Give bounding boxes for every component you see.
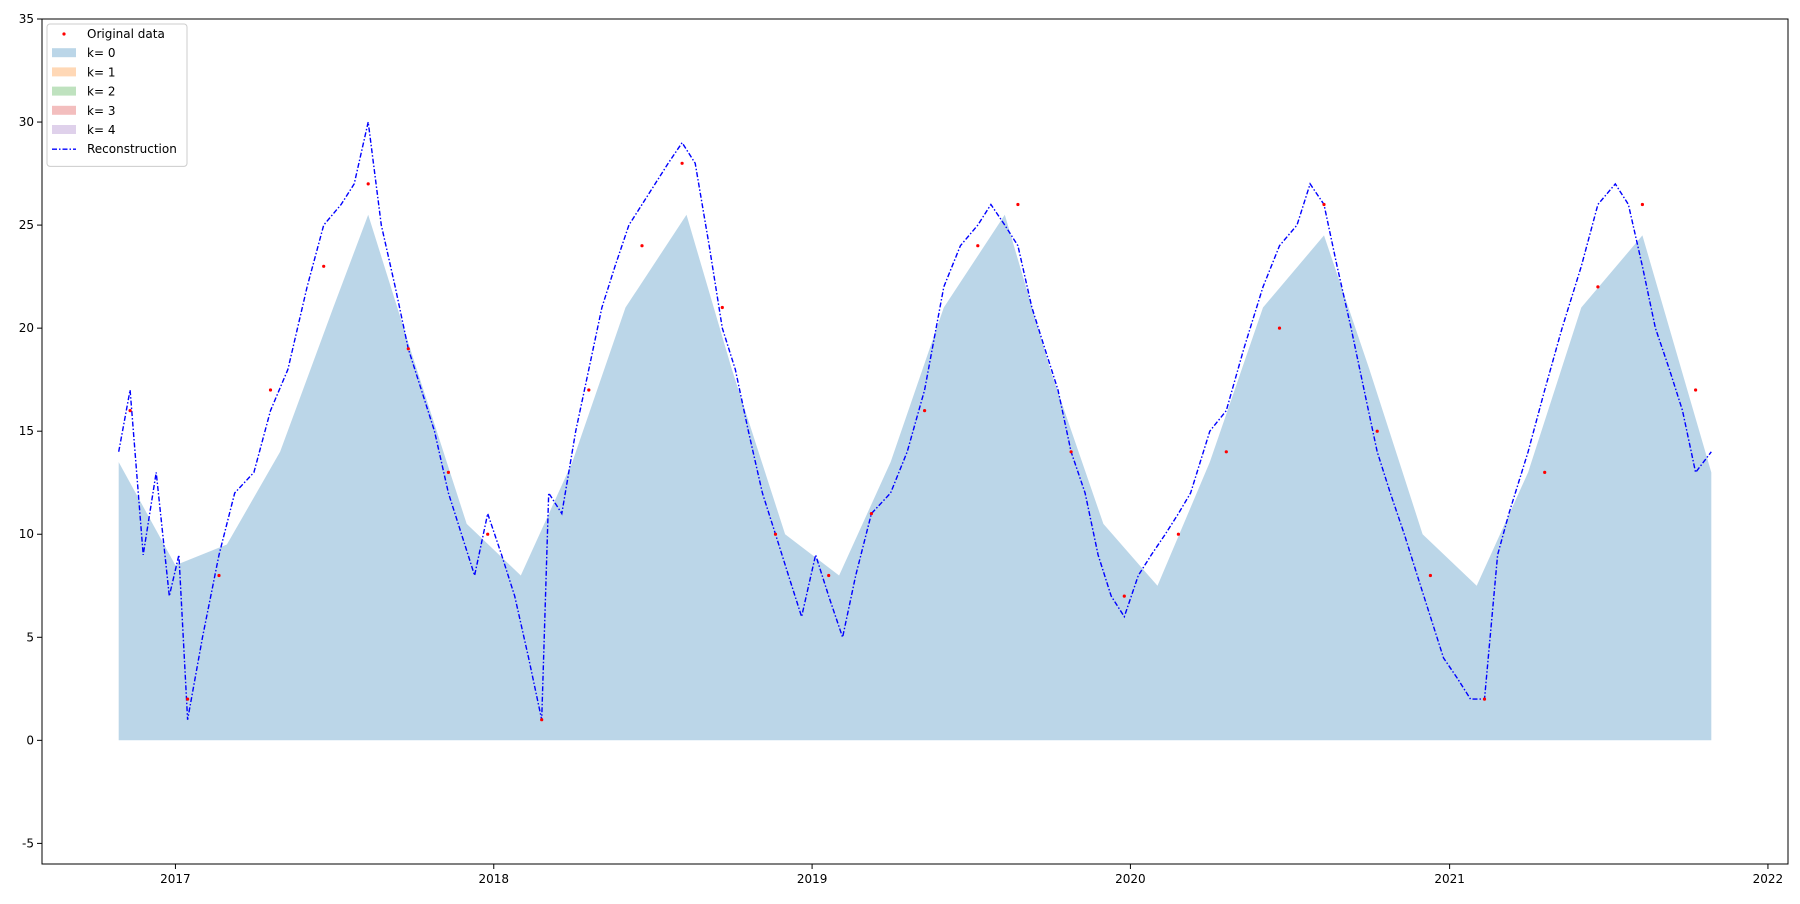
- data-point: [1016, 202, 1020, 207]
- data-point: [1640, 202, 1644, 207]
- series-reconstruction: [118, 121, 1712, 720]
- legend-label: k= 0: [87, 46, 115, 60]
- y-tick-label: 25: [19, 218, 34, 232]
- y-tick-label: 10: [19, 527, 34, 541]
- data-point: [680, 161, 684, 165]
- y-tick-label: 15: [19, 424, 34, 438]
- data-point: [1176, 532, 1180, 536]
- data-point: [486, 532, 490, 536]
- data-point: [1543, 470, 1547, 474]
- legend-swatch: [52, 86, 76, 96]
- plot-frame: [41, 18, 1789, 865]
- legend-swatch: [52, 67, 76, 77]
- data-point: [720, 305, 724, 310]
- data-point: [186, 697, 190, 701]
- data-point: [827, 573, 831, 578]
- y-tick-label: -5: [22, 836, 34, 850]
- legend-swatch: [52, 48, 76, 58]
- y-tick-label: 30: [19, 115, 34, 129]
- data-point: [446, 470, 450, 474]
- legend-label: k= 4: [87, 123, 115, 137]
- x-tick-label: 2019: [797, 872, 828, 886]
- data-point: [1694, 388, 1698, 392]
- legend-label: Reconstruction: [87, 142, 177, 156]
- legend-label: Original data: [87, 27, 165, 41]
- data-point: [268, 388, 273, 392]
- data-point: [1069, 450, 1073, 454]
- data-point: [976, 244, 980, 248]
- x-tick-label: 2017: [160, 872, 191, 886]
- data-point: [1277, 326, 1282, 330]
- data-point: [640, 244, 644, 248]
- y-tick-label: 20: [19, 321, 34, 335]
- area-k0: [118, 214, 1712, 741]
- x-tick-label: 2021: [1434, 872, 1465, 886]
- data-point: [1322, 202, 1326, 207]
- legend-marker-original: [62, 32, 66, 36]
- plot-area: [118, 121, 1712, 741]
- x-tick-label: 2022: [1753, 872, 1784, 886]
- data-point: [1122, 594, 1126, 598]
- legend-swatch: [52, 125, 76, 134]
- legend-label: k= 1: [87, 65, 115, 79]
- data-point: [217, 573, 221, 578]
- data-point: [1596, 285, 1600, 289]
- data-point: [1375, 429, 1379, 433]
- data-point: [366, 182, 370, 186]
- data-point: [406, 347, 410, 351]
- y-tick-label: 0: [26, 733, 34, 747]
- data-point: [869, 511, 874, 516]
- legend-swatch: [52, 105, 76, 115]
- data-point: [1224, 450, 1228, 454]
- data-point: [128, 409, 132, 413]
- legend: Original data k= 0 k= 1 k= 2 k= 3 k= 4 Reconst…: [46, 23, 188, 167]
- axes: -5 0 5 10 15 20 25 30 35 2017 2018 2019 2020 2021 2022: [19, 12, 1789, 886]
- legend-label: k= 2: [87, 85, 115, 99]
- data-point: [1428, 573, 1432, 578]
- data-point: [322, 264, 326, 268]
- data-point: [923, 409, 927, 413]
- data-point: [1482, 697, 1487, 701]
- legend-box: [46, 23, 188, 167]
- legend-label: k= 3: [87, 104, 115, 118]
- x-tick-label: 2018: [478, 872, 509, 886]
- y-tick-label: 5: [26, 630, 34, 644]
- data-point: [773, 532, 778, 536]
- x-tick-label: 2020: [1115, 872, 1146, 886]
- data-point: [540, 718, 544, 722]
- data-point: [587, 388, 591, 392]
- y-tick-label: 35: [19, 12, 34, 26]
